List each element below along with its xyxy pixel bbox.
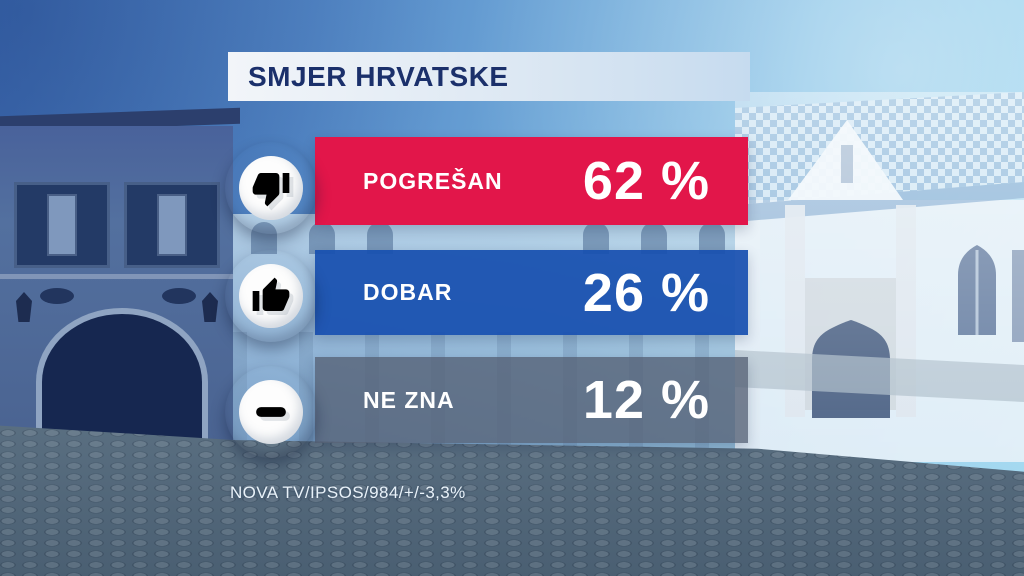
arched-window xyxy=(641,222,667,254)
window-pane xyxy=(157,194,187,256)
thumbs-up-icon xyxy=(252,277,290,311)
neutral-badge xyxy=(225,366,317,458)
poll-row-pogresan: POGREŠAN 62 % xyxy=(0,137,1024,225)
street-lantern xyxy=(16,292,32,322)
cornice-line xyxy=(0,274,233,279)
arched-gateway xyxy=(36,308,208,452)
bar-label: NE ZNA xyxy=(363,386,455,413)
badge-disc xyxy=(239,264,303,328)
street-lantern xyxy=(202,292,218,322)
st-marks-church xyxy=(735,92,1024,462)
window-pane xyxy=(47,194,77,256)
minus-icon xyxy=(256,407,286,417)
bar-label: DOBAR xyxy=(363,279,453,305)
arched-window xyxy=(699,222,725,254)
thumbs-down-icon xyxy=(252,173,290,207)
arched-window xyxy=(367,222,393,254)
poll-row-dobar: DOBAR 26 % xyxy=(0,250,1024,335)
title-box: SMJER HRVATSKE xyxy=(228,52,750,101)
source-credit: NOVA TV/IPSOS/984/+/-3,3% xyxy=(230,483,466,502)
bar-pogresan: POGREŠAN 62 % xyxy=(315,137,748,225)
badge-disc xyxy=(239,156,303,220)
arched-window xyxy=(309,222,335,254)
bar-nezna: NE ZNA 12 % xyxy=(315,357,748,443)
facade-plaque xyxy=(162,288,196,304)
thumbs-up-badge xyxy=(225,250,317,342)
arched-window xyxy=(251,222,277,254)
poll-row-nezna: NE ZNA 12 % xyxy=(0,357,1024,443)
thumbs-down-badge xyxy=(225,142,317,234)
bar-value: 62 % xyxy=(582,151,710,211)
page-title: SMJER HRVATSKE xyxy=(248,60,509,92)
badge-disc xyxy=(239,380,303,444)
bar-value: 12 % xyxy=(582,370,710,430)
background-left-building xyxy=(0,126,233,452)
bar-value: 26 % xyxy=(582,262,710,323)
facade-plaque xyxy=(40,288,74,304)
arched-window xyxy=(583,222,609,254)
shuttered-window xyxy=(124,182,220,268)
bar-label: POGREŠAN xyxy=(363,167,503,194)
shuttered-window xyxy=(14,182,110,268)
bar-dobar: DOBAR 26 % xyxy=(315,250,748,335)
